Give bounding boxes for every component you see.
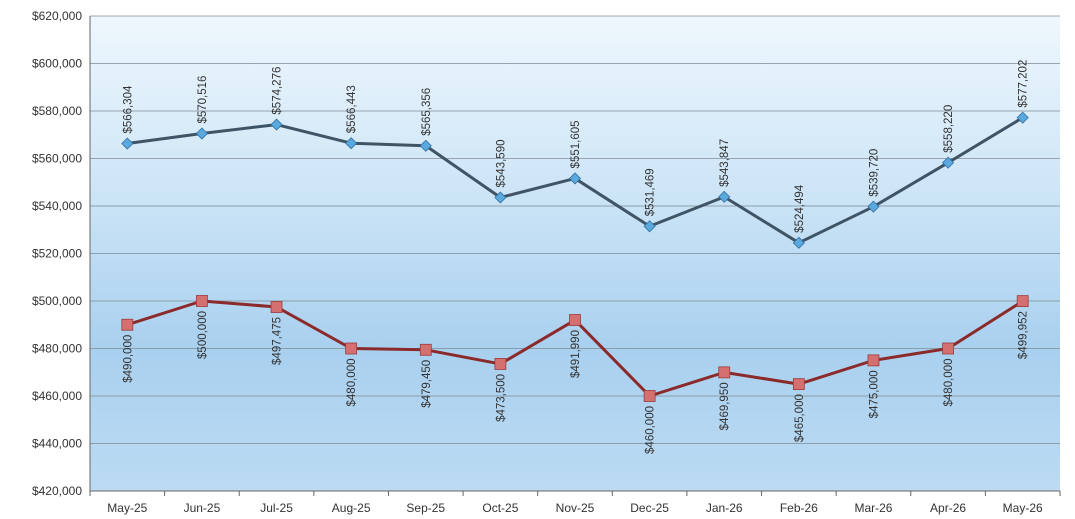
- y-tick-label: $520,000: [32, 247, 82, 261]
- data-label: $460,000: [645, 406, 657, 454]
- data-point-marker: [494, 358, 507, 370]
- x-tick-label: Oct-25: [482, 501, 518, 515]
- data-label: $570,516: [197, 76, 209, 124]
- data-point-marker: [718, 366, 731, 379]
- data-label: $566,443: [346, 85, 358, 133]
- gridlines: [90, 15, 1060, 492]
- data-point-marker: [195, 127, 208, 140]
- data-label: $531,469: [645, 168, 657, 216]
- data-label: $475,000: [868, 370, 880, 418]
- data-point-marker: [345, 137, 358, 150]
- data-label: $491,990: [570, 330, 582, 378]
- data-point-marker: [643, 390, 656, 402]
- data-point-marker: [942, 156, 955, 169]
- data-label: $566,304: [122, 85, 134, 134]
- data-point-marker: [121, 137, 134, 150]
- y-tick-label: $480,000: [32, 342, 82, 356]
- data-point-marker: [494, 191, 507, 204]
- x-tick-label: Aug-25: [332, 501, 371, 515]
- data-point-marker: [792, 236, 805, 249]
- data-point-marker: [718, 190, 731, 203]
- series-layer: [121, 111, 1029, 402]
- data-label: $551,605: [570, 120, 582, 168]
- x-tick-label: Jun-25: [184, 501, 221, 515]
- data-point-marker: [569, 314, 581, 326]
- data-label: $577,202: [1018, 60, 1030, 108]
- data-point-marker: [1016, 295, 1029, 308]
- y-tick-label: $420,000: [32, 484, 82, 498]
- data-label: $480,000: [346, 359, 358, 407]
- y-tick-label: $580,000: [32, 104, 82, 118]
- data-label: $558,220: [943, 105, 955, 153]
- x-tick-label: May-26: [1003, 501, 1043, 515]
- data-point-marker: [270, 118, 283, 131]
- data-point-marker: [419, 139, 432, 152]
- data-labels: $566,304 $570,516 $574,276 $566,443 $565,356…: [122, 60, 1029, 454]
- data-label: $480,000: [943, 359, 955, 407]
- data-point-marker: [792, 378, 805, 391]
- data-label: $499,952: [1018, 311, 1030, 359]
- y-tick-label: $560,000: [32, 152, 82, 166]
- data-point-marker: [867, 200, 880, 213]
- data-point-marker: [345, 342, 358, 355]
- data-label: $490,000: [122, 335, 134, 383]
- y-tick-label: $500,000: [32, 294, 82, 308]
- y-tick-label: $600,000: [32, 57, 82, 71]
- data-point-marker: [942, 342, 954, 355]
- x-tick-label: May-25: [107, 501, 147, 515]
- x-tick-label: Feb-26: [780, 501, 818, 515]
- x-tick-label: Jul-25: [260, 501, 293, 515]
- y-axis: $420,000 $440,000 $460,000 $480,000 $500,000…: [32, 9, 91, 498]
- x-axis: May-25 Jun-25 Jul-25 Aug-25 Sep-25 Oct-25 Nov-…: [89, 490, 1061, 515]
- data-label: $543,590: [495, 140, 507, 188]
- y-tick-label: $440,000: [32, 437, 82, 451]
- x-tick-label: Nov-25: [556, 501, 595, 515]
- data-point-marker: [196, 295, 208, 307]
- data-point-marker: [121, 318, 134, 331]
- data-point-marker: [419, 343, 432, 356]
- data-label: $479,450: [421, 360, 433, 408]
- x-tick-label: Mar-26: [854, 501, 892, 515]
- data-label: $543,847: [719, 139, 731, 187]
- data-label: $524,494: [794, 184, 806, 233]
- data-point-marker: [643, 220, 656, 233]
- data-label: $469,950: [719, 382, 731, 430]
- data-label: $465,000: [794, 394, 806, 442]
- x-tick-label: Sep-25: [406, 501, 445, 515]
- data-point-marker: [1016, 111, 1029, 124]
- x-tick-label: Dec-25: [630, 501, 669, 515]
- y-tick-label: $540,000: [32, 199, 82, 213]
- data-label: $497,475: [272, 317, 284, 365]
- data-label: $539,720: [868, 149, 880, 197]
- data-label: $565,356: [421, 88, 433, 136]
- y-tick-label: $620,000: [32, 9, 82, 23]
- data-point-marker: [568, 172, 582, 185]
- x-tick-label: Jan-26: [706, 501, 743, 515]
- data-label: $574,276: [272, 67, 284, 115]
- data-point-marker: [867, 354, 880, 367]
- data-point-marker: [270, 301, 283, 313]
- y-tick-label: $460,000: [32, 389, 82, 403]
- data-label: $473,500: [495, 374, 507, 422]
- data-label: $500,000: [197, 311, 209, 359]
- x-tick-label: Apr-26: [930, 501, 966, 515]
